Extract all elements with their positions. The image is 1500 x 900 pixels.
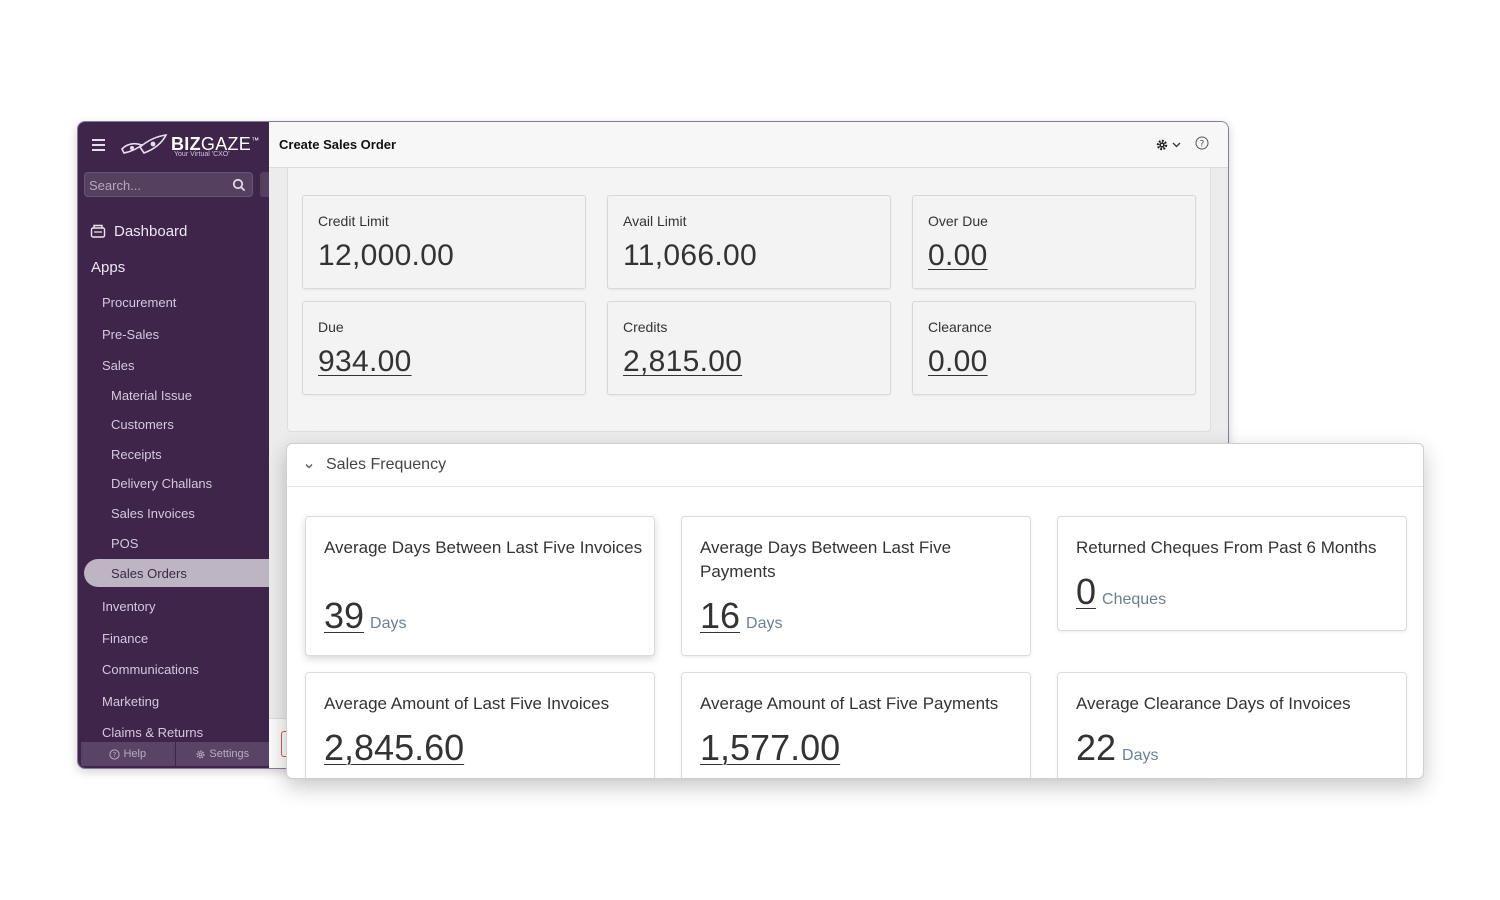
clearance-value-link[interactable]: 0.00 <box>928 345 988 378</box>
sidebar-item-claims-returns[interactable]: Claims & Returns <box>102 725 204 740</box>
credit-summary-panel: Credit Limit 12,000.00 Avail Limit 11,06… <box>287 168 1211 432</box>
sidebar-item-dashboard[interactable]: Dashboard <box>90 220 187 242</box>
avg-days-payments-value-link[interactable]: 16 <box>700 595 741 636</box>
sidebar-item-label: Sales Orders <box>111 566 187 581</box>
avail-limit-value: 11,066.00 <box>623 239 757 272</box>
bizgaze-logo-icon <box>121 133 168 154</box>
sidebar-header: BIZGAZE™ Your Virtual 'CXO' <box>78 122 269 168</box>
sidebar-item-sales-orders[interactable]: Sales Orders <box>84 559 274 587</box>
credit-limit-label: Credit Limit <box>318 213 389 229</box>
settings-link[interactable]: Settings <box>176 742 270 766</box>
avg-amount-invoices-card: Average Amount of Last Five Invoices 2,8… <box>305 672 655 778</box>
card-title: Returned Cheques From Past 6 Months <box>1076 538 1377 557</box>
card-value: 2,845.60 <box>324 727 464 769</box>
clearance-card: Clearance 0.00 <box>912 301 1196 395</box>
avg-days-invoices-value-link[interactable]: 39 <box>324 595 365 636</box>
settings-gear-icon <box>196 749 205 759</box>
svg-text:?: ? <box>113 751 117 759</box>
sidebar: BIZGAZE™ Your Virtual 'CXO' Dashboard Ap… <box>78 122 274 768</box>
avg-clearance-days-card: Average Clearance Days of Invoices 22 Da… <box>1057 672 1407 778</box>
due-card: Due 934.00 <box>302 301 586 395</box>
brand-tagline: Your Virtual 'CXO' <box>174 151 230 158</box>
returned-cheques-card: Returned Cheques From Past 6 Months 0 Ch… <box>1057 516 1407 631</box>
help-circle-icon: ? <box>109 748 121 760</box>
sidebar-item-pos[interactable]: POS <box>111 536 139 551</box>
sidebar-section-apps[interactable]: Apps <box>91 259 126 276</box>
sidebar-item-receipts[interactable]: Receipts <box>111 447 162 462</box>
over-due-value-link[interactable]: 0.00 <box>928 239 988 272</box>
sidebar-item-pre-sales[interactable]: Pre-Sales <box>102 327 160 342</box>
sidebar-search <box>84 172 253 197</box>
unit-label: Cheques <box>1102 591 1167 608</box>
card-value: 16 Days <box>700 595 783 637</box>
credits-value-link[interactable]: 2,815.00 <box>623 345 743 378</box>
card-value: 22 Days <box>1076 727 1159 769</box>
sales-frequency-panel: Sales Frequency Average Days Between Las… <box>286 443 1424 779</box>
search-icon[interactable] <box>232 178 246 192</box>
card-title: Average Days Between Last Five Invoices <box>324 538 643 557</box>
sales-frequency-header[interactable]: Sales Frequency <box>287 444 1423 487</box>
card-value: 1,577.00 <box>700 727 840 769</box>
avg-clearance-days-value: 22 <box>1076 727 1117 768</box>
card-title: Average Clearance Days of Invoices <box>1076 694 1351 713</box>
sidebar-footer: ? Help Settings <box>81 742 269 766</box>
over-due-card: Over Due 0.00 <box>912 195 1196 289</box>
hamburger-menu-icon[interactable] <box>92 139 105 151</box>
sidebar-item-communications[interactable]: Communications <box>102 662 199 677</box>
sidebar-search-input[interactable] <box>89 176 224 194</box>
credits-label: Credits <box>623 319 668 335</box>
due-label: Due <box>318 319 344 335</box>
credit-limit-card: Credit Limit 12,000.00 <box>302 195 586 289</box>
sidebar-item-customers[interactable]: Customers <box>111 417 174 432</box>
page-settings-button[interactable] <box>1156 137 1184 153</box>
avg-days-payments-card: Average Days Between Last Five Payments … <box>681 516 1031 656</box>
sidebar-item-sales[interactable]: Sales <box>102 358 135 373</box>
over-due-label: Over Due <box>928 213 988 229</box>
credit-limit-value: 12,000.00 <box>318 239 455 272</box>
due-value-link[interactable]: 934.00 <box>318 345 412 378</box>
brand-logo-text: BIZGAZE™ <box>171 134 260 154</box>
avail-limit-card: Avail Limit 11,066.00 <box>607 195 891 289</box>
card-value: 0 Cheques <box>1076 571 1166 613</box>
card-value: 39 Days <box>324 595 407 637</box>
page-title: Create Sales Order <box>279 137 397 152</box>
avg-amount-payments-value-link[interactable]: 1,577.00 <box>700 727 841 768</box>
question-icon[interactable]: ? <box>1195 136 1209 150</box>
unit-label: Days <box>746 615 783 632</box>
chevron-down-icon[interactable] <box>303 460 315 472</box>
gear-icon <box>1156 139 1168 151</box>
clearance-label: Clearance <box>928 319 992 335</box>
returned-cheques-value-link[interactable]: 0 <box>1076 571 1097 612</box>
page-titlebar: Create Sales Order ? <box>269 122 1228 168</box>
avg-days-invoices-card: Average Days Between Last Five Invoices … <box>305 516 655 656</box>
card-title: Average Days Between Last Five Payments <box>700 538 952 581</box>
dashboard-icon <box>90 224 106 238</box>
sidebar-item-delivery-challans[interactable]: Delivery Challans <box>111 476 213 491</box>
avg-amount-invoices-value-link[interactable]: 2,845.60 <box>324 727 465 768</box>
avail-limit-label: Avail Limit <box>623 213 687 229</box>
sidebar-item-inventory[interactable]: Inventory <box>102 599 156 614</box>
card-title: Average Amount of Last Five Payments <box>700 694 999 713</box>
sidebar-item-finance[interactable]: Finance <box>102 631 149 646</box>
sidebar-item-sales-invoices[interactable]: Sales Invoices <box>111 506 195 521</box>
help-link[interactable]: ? Help <box>81 742 176 766</box>
sidebar-item-marketing[interactable]: Marketing <box>102 694 160 709</box>
unit-label: Days <box>1122 747 1159 764</box>
chevron-down-icon <box>1172 142 1181 148</box>
card-title: Average Amount of Last Five Invoices <box>324 694 610 713</box>
svg-text:?: ? <box>1200 139 1205 149</box>
sidebar-item-label: Dashboard <box>114 222 188 240</box>
unit-label: Days <box>370 615 407 632</box>
avg-amount-payments-card: Average Amount of Last Five Payments 1,5… <box>681 672 1031 778</box>
sales-frequency-title: Sales Frequency <box>326 456 447 473</box>
credits-card: Credits 2,815.00 <box>607 301 891 395</box>
sidebar-item-material-issue[interactable]: Material Issue <box>111 388 192 403</box>
sidebar-item-procurement[interactable]: Procurement <box>102 295 177 310</box>
